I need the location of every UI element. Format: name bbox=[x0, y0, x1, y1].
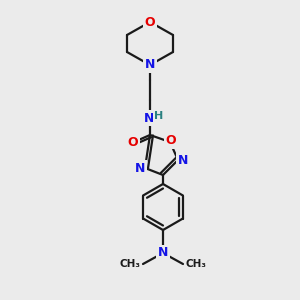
Text: N: N bbox=[135, 161, 145, 175]
Text: O: O bbox=[128, 136, 138, 148]
Text: N: N bbox=[145, 58, 155, 71]
Text: N: N bbox=[144, 112, 154, 124]
Text: CH₃: CH₃ bbox=[186, 259, 207, 269]
Text: O: O bbox=[145, 16, 155, 28]
Text: O: O bbox=[166, 134, 176, 148]
Text: CH₃: CH₃ bbox=[119, 259, 140, 269]
Text: N: N bbox=[158, 247, 168, 260]
Text: H: H bbox=[154, 111, 164, 121]
Text: N: N bbox=[178, 154, 188, 166]
